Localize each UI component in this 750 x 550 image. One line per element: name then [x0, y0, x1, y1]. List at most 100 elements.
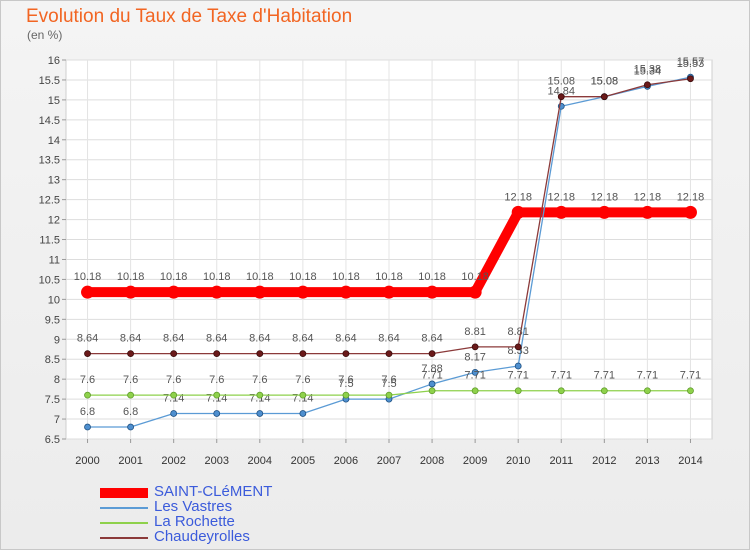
data-point	[213, 350, 221, 358]
data-label: 7.6	[295, 374, 310, 386]
data-label: 10.18	[160, 271, 188, 283]
y-tick-label: 16	[48, 55, 60, 67]
data-point	[124, 285, 138, 299]
y-tick-label: 8.5	[45, 354, 60, 366]
legend-swatch	[100, 488, 148, 498]
y-tick-label: 10	[48, 294, 60, 306]
data-label: 10.18	[375, 271, 403, 283]
data-label: 7.71	[680, 370, 701, 382]
data-point	[256, 350, 264, 358]
data-point	[84, 350, 91, 358]
data-label: 15.08	[548, 76, 576, 88]
data-point	[557, 387, 565, 395]
data-label: 10.18	[461, 271, 489, 283]
data-label: 7.6	[123, 374, 138, 386]
data-label: 8.64	[335, 333, 356, 345]
data-point	[385, 350, 393, 358]
legend-swatch	[100, 522, 148, 524]
y-tick-label: 14	[48, 135, 60, 147]
data-point	[687, 75, 694, 83]
data-point	[84, 423, 91, 431]
data-point	[597, 205, 611, 219]
data-point	[471, 343, 479, 351]
data-label: 12.18	[548, 191, 576, 203]
x-tick-label: 2004	[248, 455, 272, 467]
x-tick-label: 2001	[118, 455, 142, 467]
data-label: 7.71	[594, 370, 615, 382]
data-label: 12.18	[634, 191, 662, 203]
data-label: 7.71	[421, 370, 442, 382]
x-tick-label: 2013	[635, 455, 659, 467]
x-tick-label: 2012	[592, 455, 616, 467]
data-label: 8.64	[77, 333, 98, 345]
data-label: 15.08	[591, 76, 619, 88]
data-point	[425, 285, 439, 299]
data-point	[382, 285, 396, 299]
y-tick-label: 7	[54, 414, 60, 426]
data-label: 7.5	[338, 378, 353, 390]
data-point	[210, 285, 224, 299]
data-point	[471, 368, 479, 376]
data-label: 7.71	[637, 370, 658, 382]
legend-label: La Rochette	[154, 513, 235, 530]
legend-item: Chaudeyrolles	[100, 528, 400, 546]
data-label: 7.6	[166, 374, 181, 386]
data-label: 8.64	[163, 333, 184, 345]
data-point	[170, 391, 178, 399]
data-label: 8.64	[249, 333, 270, 345]
data-point	[554, 205, 568, 219]
y-tick-label: 12	[48, 215, 60, 227]
data-point	[428, 380, 436, 388]
data-point	[256, 410, 264, 417]
data-label: 15.53	[677, 58, 705, 70]
data-point	[213, 391, 221, 399]
data-label: 7.71	[464, 370, 485, 382]
data-label: 10.18	[332, 271, 360, 283]
data-point	[213, 410, 221, 417]
data-point	[342, 391, 350, 399]
data-point	[471, 387, 479, 395]
data-point	[644, 81, 651, 89]
data-label: 8.33	[507, 345, 528, 357]
legend-label: Chaudeyrolles	[154, 528, 250, 545]
data-point	[511, 205, 525, 219]
data-label: 7.6	[252, 374, 267, 386]
data-label: 15.34	[634, 65, 662, 77]
y-tick-label: 15.5	[39, 75, 60, 87]
data-point	[428, 387, 436, 395]
data-point	[256, 391, 264, 399]
data-point	[253, 285, 267, 299]
data-label: 15.57	[677, 56, 705, 68]
data-label: 8.64	[421, 333, 442, 345]
x-tick-label: 2008	[420, 455, 444, 467]
data-label: 10.18	[289, 271, 317, 283]
data-point	[81, 285, 95, 299]
data-label: 7.71	[551, 370, 572, 382]
data-label: 15.38	[634, 64, 662, 76]
data-label: 6.8	[123, 406, 138, 418]
data-label: 12.18	[677, 191, 705, 203]
data-point	[339, 285, 353, 299]
data-label: 10.18	[117, 271, 145, 283]
data-point	[299, 410, 307, 417]
data-label: 14.84	[548, 85, 576, 97]
data-point	[170, 350, 178, 358]
data-point	[127, 391, 135, 399]
data-point	[127, 423, 135, 431]
x-tick-label: 2002	[161, 455, 185, 467]
data-point	[127, 350, 135, 358]
y-tick-label: 11.5	[39, 235, 60, 247]
x-tick-label: 2007	[377, 455, 401, 467]
data-label: 8.81	[464, 326, 485, 338]
y-tick-label: 6.5	[45, 434, 60, 446]
data-label: 8.64	[292, 333, 313, 345]
data-label: 8.64	[206, 333, 227, 345]
data-point	[683, 205, 697, 219]
y-tick-label: 10.5	[39, 274, 60, 286]
x-tick-label: 2014	[678, 455, 702, 467]
y-tick-label: 9	[54, 334, 60, 346]
data-label: 7.88	[421, 363, 442, 375]
data-point	[299, 391, 307, 399]
data-label: 12.18	[504, 191, 532, 203]
data-label: 7.6	[338, 374, 353, 386]
